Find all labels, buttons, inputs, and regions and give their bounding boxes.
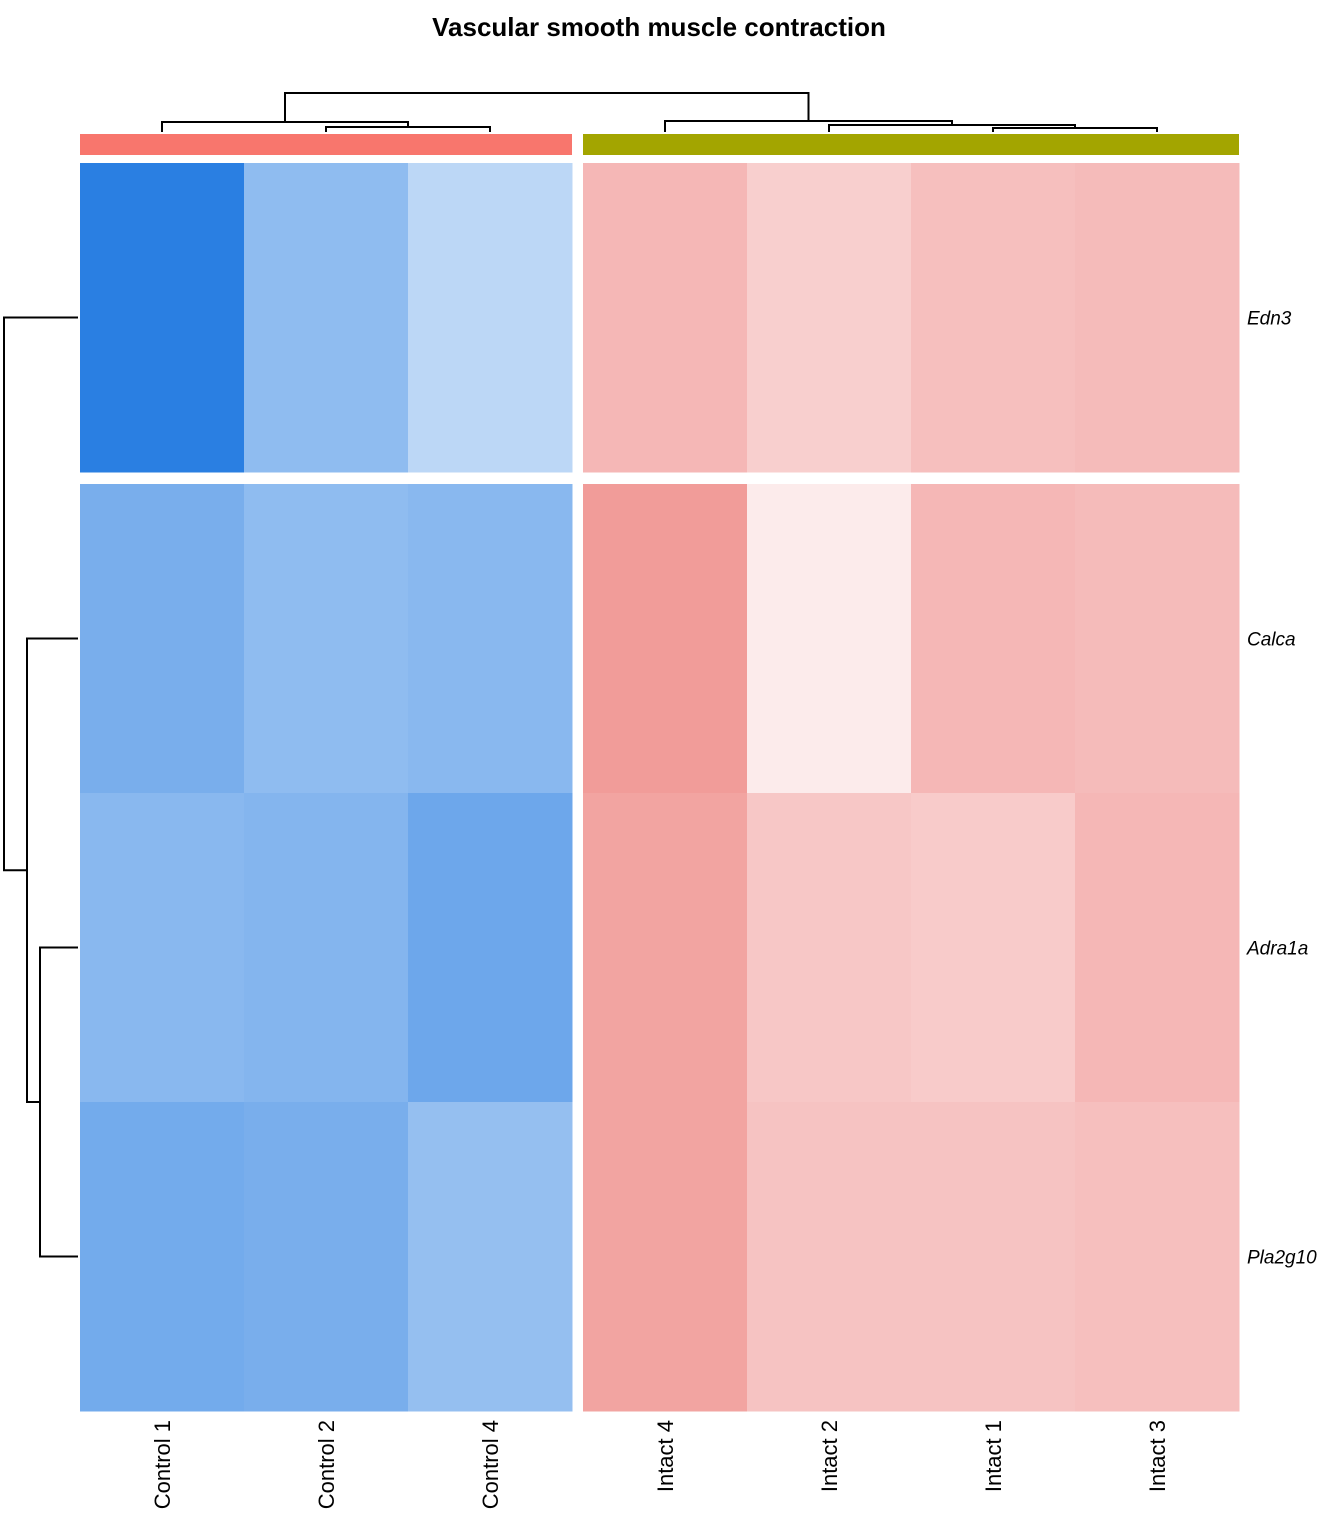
row-label-calca: Calca [1247,630,1296,651]
col-dendro-merge-intact4 [664,120,953,132]
column-labels: Control 1 Control 2 Control 4 Intact 4 Intac… [150,1420,1170,1509]
heatmap-cells [80,163,1240,1412]
annotation-intact [583,134,1239,155]
col-dendro-root [284,92,810,122]
row-label-pla2g10: Pla2g10 [1247,1248,1317,1269]
chart-title: Vascular smooth muscle contraction [432,12,886,42]
column-dendrogram [161,92,1158,132]
cell-calca-intact-4 [583,484,748,794]
cell-edn3-intact-3 [1075,163,1240,473]
cell-calca-control-1 [80,484,245,794]
cell-calca-intact-2 [747,484,912,794]
cell-calca-intact-3 [1075,484,1240,794]
row-dendro-merge-adra1a-pla2g10 [39,946,78,1258]
col-label-control-4: Control 4 [478,1420,503,1509]
row-dendro-merge-calca [26,637,78,1103]
col-label-intact-1: Intact 1 [981,1420,1006,1492]
row-label-adra1a: Adra1a [1246,939,1308,960]
cell-pla2g10-intact-4 [583,1102,748,1412]
cell-calca-intact-1 [911,484,1076,794]
row-label-edn3: Edn3 [1247,309,1292,330]
cell-calca-control-2 [244,484,409,794]
cell-pla2g10-control-2 [244,1102,409,1412]
cell-edn3-control-2 [244,163,409,473]
cell-edn3-intact-4 [583,163,748,473]
col-dendro-merge-intact1-intact3 [992,127,1158,132]
row-dendrogram [3,316,78,1258]
cell-adra1a-intact-2 [747,793,912,1103]
cell-edn3-control-1 [80,163,245,473]
cell-adra1a-intact-1 [911,793,1076,1103]
cell-edn3-control-4 [408,163,573,473]
cell-adra1a-control-4 [408,793,573,1103]
col-dendro-merge-control2-control4 [325,126,491,132]
col-label-intact-2: Intact 2 [817,1420,842,1492]
col-label-control-2: Control 2 [314,1420,339,1509]
cell-pla2g10-control-4 [408,1102,573,1412]
cell-edn3-intact-2 [747,163,912,473]
col-label-control-1: Control 1 [150,1420,175,1509]
cell-adra1a-intact-4 [583,793,748,1103]
cell-edn3-intact-1 [911,163,1076,473]
row-dendro-root [3,316,78,872]
col-label-intact-4: Intact 4 [653,1420,678,1492]
annotation-control [80,134,572,155]
cell-pla2g10-control-1 [80,1102,245,1412]
cell-adra1a-control-2 [244,793,409,1103]
col-label-intact-3: Intact 3 [1145,1420,1170,1492]
cell-pla2g10-intact-3 [1075,1102,1240,1412]
cell-pla2g10-intact-2 [747,1102,912,1412]
cell-adra1a-intact-3 [1075,793,1240,1103]
cell-adra1a-control-1 [80,793,245,1103]
column-annotation-bar [80,134,1239,155]
row-labels: Edn3 Calca Adra1a Pla2g10 [1246,309,1317,1269]
cell-pla2g10-intact-1 [911,1102,1076,1412]
cell-calca-control-4 [408,484,573,794]
